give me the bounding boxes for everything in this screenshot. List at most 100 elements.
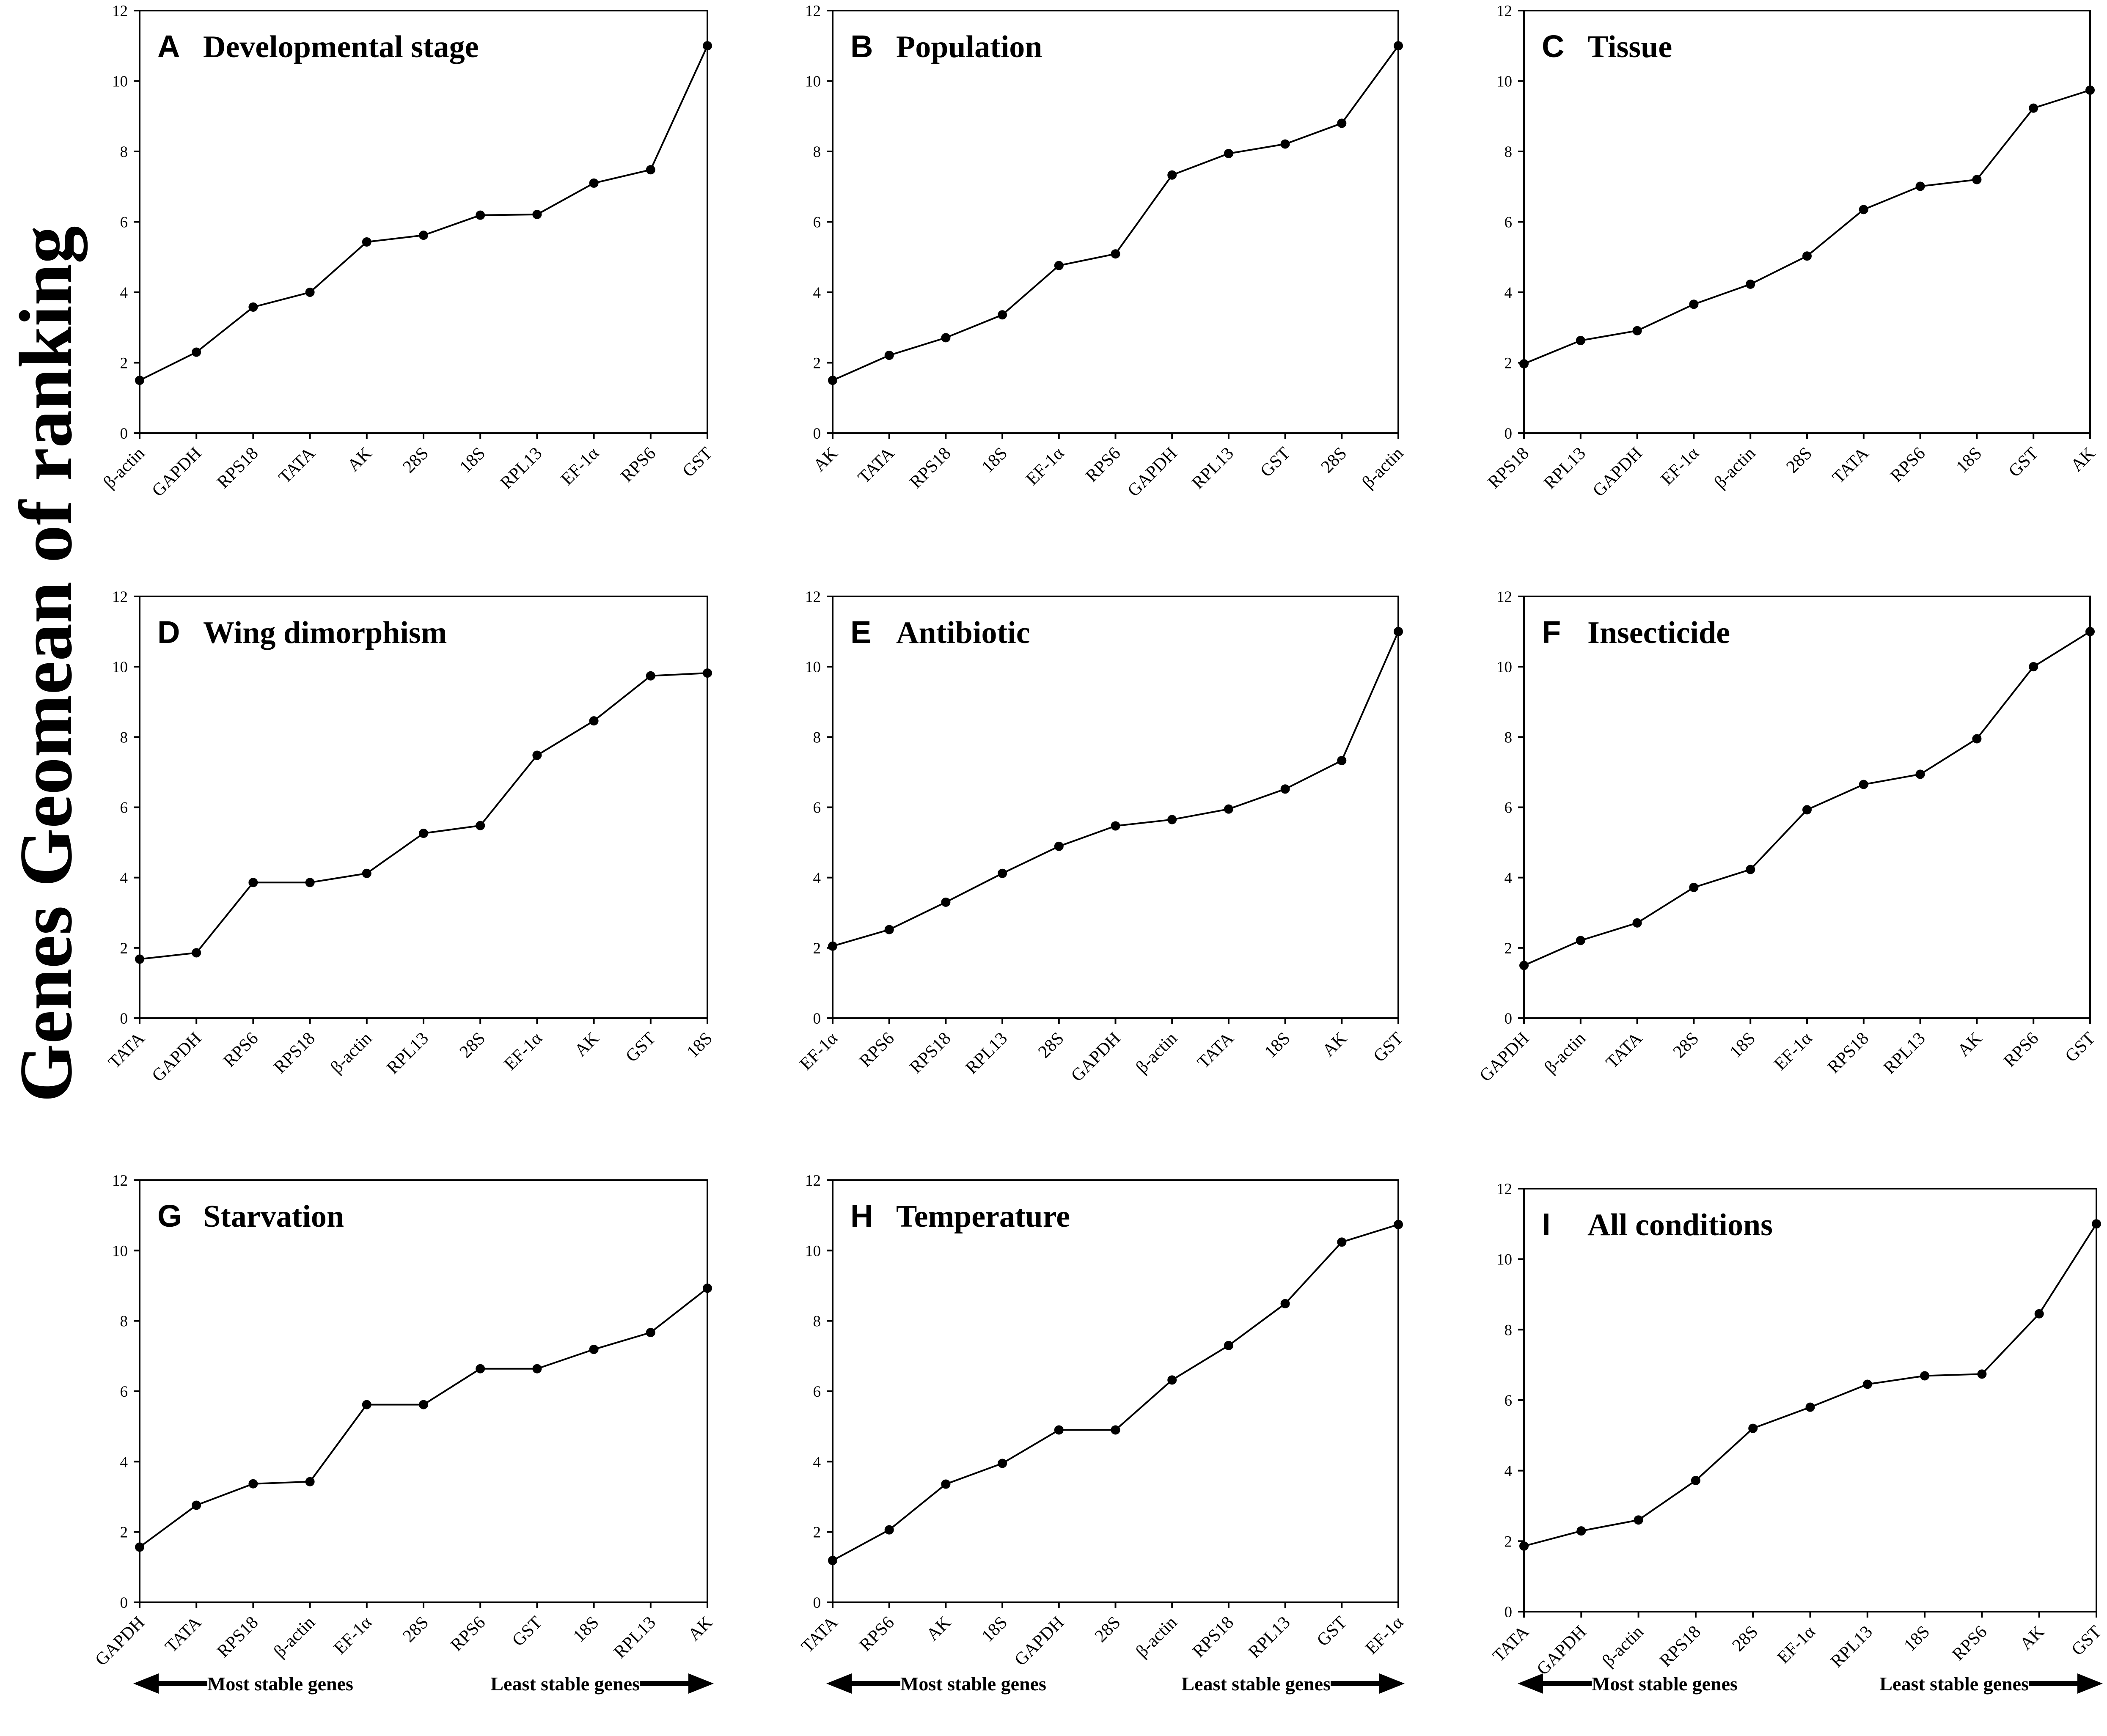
x-tick-label: EF-1α <box>1774 1622 1819 1667</box>
data-point <box>1224 1340 1233 1350</box>
panel-letter: D <box>157 615 180 650</box>
series-line <box>139 672 708 960</box>
series-line <box>1524 1223 2097 1547</box>
data-point <box>2029 103 2038 113</box>
x-tick-label: RPS18 <box>1656 1622 1705 1671</box>
x-tick-label: AK <box>923 1613 954 1645</box>
data-point <box>884 925 894 934</box>
x-tick-label: 28S <box>399 1613 432 1646</box>
series-line <box>1524 89 2090 365</box>
data-point <box>2034 1309 2044 1318</box>
y-tick-label: 10 <box>1496 1251 1512 1269</box>
data-point <box>828 1556 837 1566</box>
data-point <box>1972 175 1982 184</box>
data-point <box>1519 1541 1529 1551</box>
panel-title: Temperature <box>896 1199 1070 1234</box>
data-point <box>589 178 599 188</box>
x-tick-label: RPS18 <box>906 444 954 492</box>
y-tick-label: 0 <box>120 1594 128 1612</box>
stability-legend: Most stable genes Least stable genes <box>1518 1673 2103 1695</box>
y-tick-label: 8 <box>120 1313 128 1330</box>
data-point <box>192 948 201 958</box>
data-point <box>1167 1375 1177 1385</box>
x-tick-label: 18S <box>978 1613 1011 1646</box>
y-tick-label: 2 <box>1505 1533 1513 1550</box>
x-tick-label: RPS18 <box>270 1029 319 1077</box>
data-point <box>1054 261 1064 270</box>
data-point <box>828 941 837 951</box>
arrow-head-left <box>133 1673 159 1694</box>
panel-title: All conditions <box>1587 1208 1773 1242</box>
x-tick-label: EF-1α <box>501 1029 546 1074</box>
plot-frame <box>1523 10 2091 434</box>
x-tick-label: 28S <box>456 1029 490 1062</box>
panel-d: 0 2 4 6 8 10 12 TATA GAPDH RPS6 RPS18 β-actin RPL13 2… <box>105 588 716 1085</box>
x-tick-label: EF-1α <box>557 444 602 489</box>
most-stable-label: Most stable genes <box>900 1673 1046 1695</box>
y-tick-label: 10 <box>805 73 821 91</box>
x-tick-label: β-actin <box>1598 1622 1647 1671</box>
data-point <box>532 210 542 220</box>
y-tick-label: 6 <box>1505 214 1513 231</box>
y-tick-label: 8 <box>1505 729 1513 746</box>
series-line <box>832 45 1399 381</box>
y-tick-label: 12 <box>112 588 128 606</box>
data-point <box>532 750 542 760</box>
x-tick-label: 28S <box>1318 444 1351 477</box>
y-tick-label: 2 <box>120 940 128 957</box>
x-tick-label: TATA <box>1602 1028 1646 1072</box>
y-tick-label: 10 <box>805 1242 821 1260</box>
data-point <box>1632 918 1642 928</box>
x-tick-label: AK <box>685 1613 716 1645</box>
x-tick-label: RPS18 <box>1189 1613 1238 1662</box>
data-point <box>135 1542 144 1552</box>
panel-f: 0 2 4 6 8 10 12 GAPDH β-actin TATA 28S 18S EF-1α RPS1… <box>1476 588 2099 1085</box>
y-tick-label: 0 <box>1505 1010 1513 1027</box>
x-tick-label: GST <box>2005 444 2043 481</box>
data-point <box>135 376 144 385</box>
y-tick-label: 2 <box>1505 940 1513 957</box>
data-point <box>419 231 428 240</box>
plot-frame <box>1523 1188 2097 1612</box>
x-tick-label: GAPDH <box>1533 1622 1590 1679</box>
y-tick-label: 2 <box>813 1524 821 1541</box>
arrow-head-right <box>1379 1673 1405 1694</box>
x-tick-label: 28S <box>399 444 432 477</box>
y-tick-label: 2 <box>1505 355 1513 372</box>
data-point <box>1862 1379 1872 1389</box>
data-point <box>1689 299 1699 309</box>
x-tick-label: RPL13 <box>1540 444 1590 493</box>
data-point <box>1576 936 1585 945</box>
least-stable-label: Least stable genes <box>1181 1673 1331 1695</box>
y-tick-label: 0 <box>1505 425 1513 442</box>
y-tick-label: 2 <box>120 1524 128 1541</box>
x-tick-label: TATA <box>854 443 898 487</box>
x-tick-label: RPS18 <box>1824 1029 1873 1077</box>
series-line <box>832 631 1399 947</box>
x-tick-label: AK <box>810 444 842 475</box>
x-tick-label: GST <box>2061 1029 2099 1066</box>
x-tick-label: 28S <box>1729 1622 1762 1656</box>
y-tick-label: 0 <box>120 1010 128 1027</box>
x-tick-label: RPL13 <box>610 1613 660 1662</box>
x-tick-label: β-actin <box>1711 444 1759 492</box>
y-tick-label: 10 <box>1496 73 1512 91</box>
x-tick-label: GAPDH <box>1067 1029 1125 1086</box>
x-tick-label: EF-1α <box>1771 1029 1816 1074</box>
y-tick-label: 4 <box>120 284 128 302</box>
x-tick-label: TATA <box>162 1612 206 1656</box>
x-tick-label: EF-1α <box>1362 1613 1407 1658</box>
data-point <box>305 878 315 887</box>
x-tick-label: AK <box>571 1029 602 1060</box>
panel-title: Tissue <box>1587 30 1672 64</box>
data-point <box>1224 148 1233 158</box>
y-tick-label: 12 <box>1496 588 1512 606</box>
data-point <box>2092 1219 2101 1229</box>
data-point <box>192 347 201 357</box>
x-tick-label: EF-1α <box>796 1029 842 1074</box>
x-tick-label: RPS6 <box>1887 444 1929 486</box>
